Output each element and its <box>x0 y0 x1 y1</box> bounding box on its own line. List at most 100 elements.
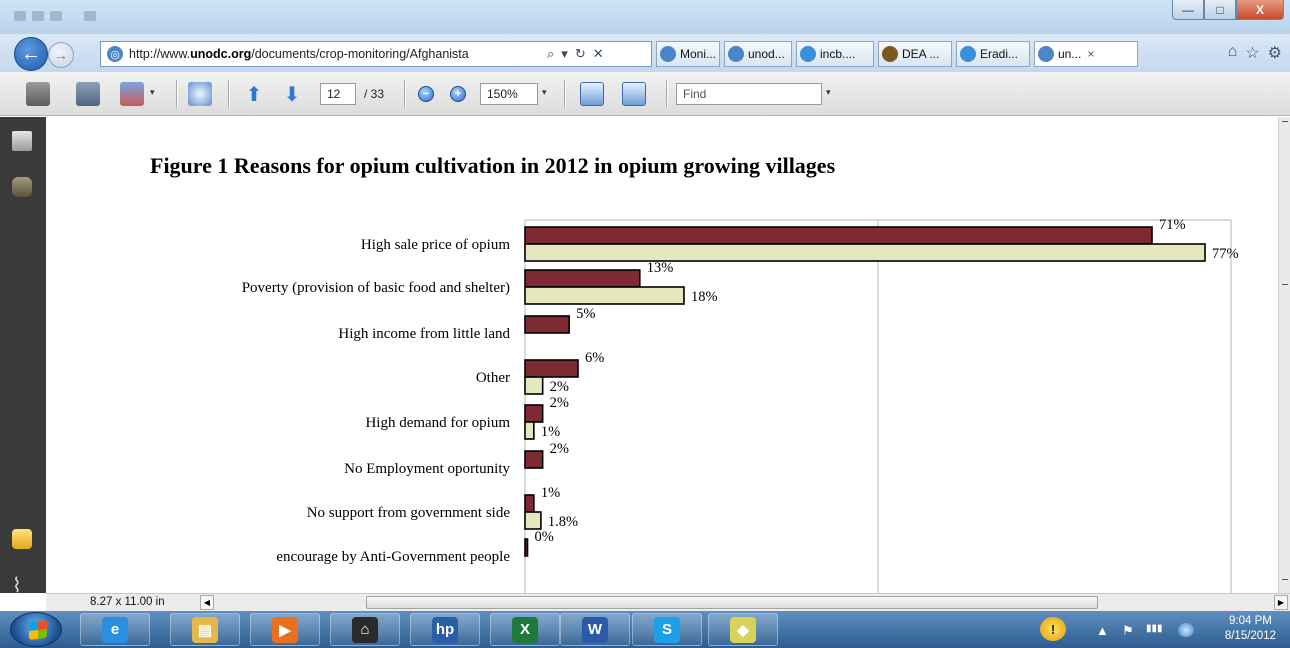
internet-explorer-icon: e <box>102 616 128 643</box>
ie-logo-icon <box>960 46 976 62</box>
chevron-down-icon[interactable]: ▾ <box>150 87 155 97</box>
quick-access-icon[interactable] <box>84 11 96 21</box>
chevron-down-icon[interactable]: ▾ <box>542 87 547 97</box>
taskbar-app-excel[interactable]: X <box>490 613 560 646</box>
home-app-icon: ⌂ <box>352 616 378 643</box>
zoom-out-icon[interactable]: − <box>418 86 434 102</box>
back-button[interactable]: ← <box>14 37 48 71</box>
scroll-right-button[interactable]: ▶ <box>1274 595 1288 610</box>
dea-icon <box>882 46 898 62</box>
previous-page-icon[interactable]: ⬆ <box>245 83 263 106</box>
taskbar-app-sticky-notes[interactable]: ◆ <box>708 613 778 646</box>
chevron-down-icon[interactable]: ▾ <box>561 46 568 61</box>
window-title-bar: — □ X <box>0 0 1290 34</box>
browser-tab[interactable]: un... × <box>1034 41 1138 67</box>
browser-tab[interactable]: Moni... <box>656 41 720 67</box>
refresh-icon[interactable]: ↻ <box>574 46 586 61</box>
tab-label: un... <box>1058 47 1082 61</box>
browser-tab[interactable]: DEA ... <box>878 41 952 67</box>
fit-page-icon[interactable] <box>622 82 646 106</box>
address-url[interactable]: http://www.unodc.org/documents/crop-moni… <box>129 47 541 61</box>
binoculars-icon[interactable] <box>12 177 32 197</box>
taskbar-app-media-player[interactable]: ▶ <box>250 613 320 646</box>
network-signal-icon[interactable]: ▮▮▮ <box>1146 623 1163 634</box>
scroll-left-button[interactable]: ◀ <box>200 595 214 610</box>
taskbar-app-hp-app[interactable]: hp <box>410 613 480 646</box>
volume-icon[interactable] <box>1178 623 1194 637</box>
clock-date: 8/15/2012 <box>1224 630 1276 642</box>
data-label: 6% <box>585 350 604 366</box>
home-icon[interactable]: ⌂ <box>1227 43 1238 60</box>
action-center-warning-icon[interactable]: ! <box>1040 617 1066 641</box>
bar-series-1 <box>524 538 529 557</box>
arrow-left-icon: ← <box>21 42 41 65</box>
comments-icon[interactable] <box>12 529 32 549</box>
quick-access-icon[interactable] <box>32 11 44 21</box>
favorites-star-icon[interactable]: ☆ <box>1245 45 1260 62</box>
clock-time: 9:04 PM <box>1229 615 1272 627</box>
category-label: No Employment oportunity <box>344 461 510 477</box>
save-icon[interactable] <box>76 82 100 106</box>
stop-icon[interactable]: ✕ <box>592 46 604 61</box>
quick-access-icon[interactable] <box>50 11 62 21</box>
taskbar-app-word[interactable]: W <box>560 613 630 646</box>
excel-icon: X <box>512 616 538 643</box>
toolbar-divider <box>228 80 230 108</box>
system-tray: ! ▲ ⚑ ▮▮▮ 9:04 PM 8/15/2012 <box>1010 611 1290 648</box>
data-label: 13% <box>647 260 674 276</box>
taskbar-app-skype[interactable]: S <box>632 613 702 646</box>
close-button[interactable]: X <box>1236 0 1284 20</box>
data-label: 1% <box>541 424 560 440</box>
search-icon[interactable]: ⌕ <box>547 46 555 61</box>
pages-icon[interactable] <box>12 131 32 151</box>
quick-access-icon[interactable] <box>14 11 26 21</box>
taskbar-app-file-explorer[interactable]: ▤ <box>170 613 240 646</box>
category-label: High demand for opium <box>365 415 510 431</box>
skype-icon: S <box>654 616 680 643</box>
chevron-down-icon[interactable]: ▾ <box>826 87 831 97</box>
next-page-icon[interactable]: ⬇ <box>283 83 301 106</box>
fit-width-icon[interactable] <box>580 82 604 106</box>
print-icon[interactable] <box>26 82 50 106</box>
show-hidden-icons-icon[interactable]: ▲ <box>1096 623 1109 638</box>
power-plug-icon[interactable]: ⚑ <box>1122 623 1134 638</box>
address-bar[interactable]: ◎ http://www.unodc.org/documents/crop-mo… <box>100 41 652 67</box>
tab-label: Moni... <box>680 47 717 61</box>
maximize-button[interactable]: □ <box>1204 0 1236 20</box>
minimize-button[interactable]: — <box>1172 0 1204 20</box>
browser-tab[interactable]: unod... <box>724 41 792 67</box>
scroll-mark <box>1282 121 1288 122</box>
ie-logo-icon <box>800 46 816 62</box>
url-domain: unodc.org <box>190 47 252 61</box>
zoom-level-select[interactable]: 150% <box>480 83 538 105</box>
page-size-label: 8.27 x 11.00 in <box>90 596 165 608</box>
page-number-input[interactable]: 12 <box>320 83 356 105</box>
windows-taskbar: e ▤ ▶ ⌂ hp X W S ◆ ! ▲ ⚑ ▮▮▮ 9:04 PM 8/15/2012 <box>0 611 1290 648</box>
category-label: High income from little land <box>338 326 510 342</box>
browser-tab[interactable]: incb.... <box>796 41 874 67</box>
close-tab-icon[interactable]: × <box>1087 47 1095 61</box>
gear-icon[interactable]: ⚙ <box>1267 45 1282 62</box>
bar-series-1 <box>524 359 579 378</box>
data-label: 2% <box>550 379 569 395</box>
browser-tab[interactable]: Eradi... <box>956 41 1030 67</box>
arrow-right-icon: → <box>54 47 68 63</box>
start-button[interactable] <box>10 612 62 647</box>
taskbar-app-internet-explorer[interactable]: e <box>80 613 150 646</box>
attachment-paperclip-icon[interactable]: ⌇ <box>12 575 22 597</box>
clock[interactable]: 9:04 PM 8/15/2012 <box>1225 614 1276 644</box>
window-controls: — □ X <box>1172 0 1284 22</box>
vertical-scrollbar[interactable] <box>1278 117 1290 593</box>
data-label: 0% <box>535 529 554 545</box>
forward-button[interactable]: → <box>48 42 74 68</box>
horizontal-scroll-thumb[interactable] <box>366 596 1098 609</box>
pdf-document-view[interactable]: Figure 1 Reasons for opium cultivation i… <box>46 117 1278 593</box>
windows-logo-icon <box>29 620 47 640</box>
settings-icon[interactable] <box>188 82 212 106</box>
zoom-in-icon[interactable]: + <box>450 86 466 102</box>
data-label: 2% <box>550 395 569 411</box>
find-input[interactable]: Find <box>676 83 822 105</box>
url-prefix: http://www. <box>129 47 191 61</box>
taskbar-app-home-app[interactable]: ⌂ <box>330 613 400 646</box>
share-icon[interactable] <box>120 82 144 106</box>
